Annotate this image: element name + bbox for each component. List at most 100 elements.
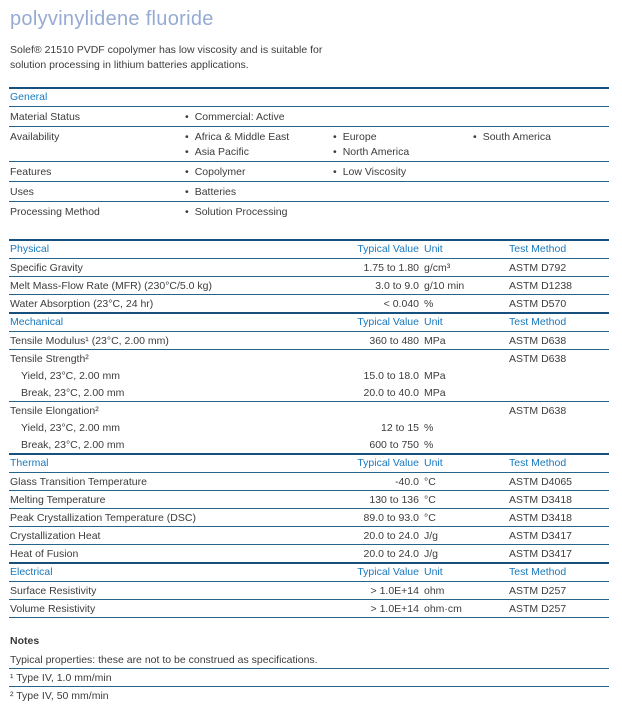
bullet-item: • Europe	[333, 129, 473, 144]
property-value: > 1.0E+14	[370, 602, 419, 615]
bullet-column	[333, 109, 473, 124]
general-row: Processing Method • Solution Processing	[9, 202, 609, 221]
bullet-column	[473, 164, 609, 179]
property-test-method: ASTM D638	[509, 404, 567, 417]
property-row: Melting Temperature 130 to 136 °C ASTM D…	[9, 491, 609, 509]
property-value: -40.0	[395, 475, 419, 488]
bullet-item: • Solution Processing	[185, 204, 333, 219]
bullet-label: Asia Pacific	[194, 145, 249, 158]
property-name: Crystallization Heat	[10, 529, 101, 542]
property-test-method: ASTM D257	[509, 602, 567, 615]
property-name: Volume Resistivity	[10, 602, 96, 615]
property-row: Tensile Elongation² ASTM D638	[9, 402, 609, 419]
property-unit: %	[424, 438, 434, 451]
property-unit: MPa	[424, 369, 446, 382]
property-name: Surface Resistivity	[10, 584, 97, 597]
bullet-column	[333, 204, 473, 219]
property-row: Glass Transition Temperature -40.0 °C AS…	[9, 473, 609, 491]
property-test-method: ASTM D1238	[509, 279, 573, 292]
general-row-label: Processing Method	[10, 206, 100, 218]
bullet-item: • Commercial: Active	[185, 109, 333, 124]
column-header-test-method: Test Method	[509, 316, 567, 328]
property-test-method: ASTM D570	[509, 297, 567, 310]
property-value: 20.0 to 24.0	[363, 529, 419, 542]
bullet-icon: •	[185, 205, 189, 218]
property-name: Break, 23°C, 2.00 mm	[21, 386, 125, 399]
property-row: Break, 23°C, 2.00 mm 600 to 750 %	[9, 436, 609, 453]
property-test-method: ASTM D257	[509, 584, 567, 597]
property-test-method: ASTM D3417	[509, 529, 573, 542]
bullet-item: • South America	[473, 129, 609, 144]
property-value: < 0.040	[383, 297, 419, 310]
property-name: Melting Temperature	[10, 493, 106, 506]
property-name: Melt Mass-Flow Rate (MFR) (230°C/5.0 kg)	[10, 279, 212, 292]
bullet-column	[473, 184, 609, 199]
bullet-item: • North America	[333, 144, 473, 159]
property-value: 12 to 15	[381, 421, 419, 434]
property-name: Break, 23°C, 2.00 mm	[21, 438, 125, 451]
note-row: ¹ Type IV, 1.0 mm/min	[9, 669, 609, 687]
property-unit: J/g	[424, 529, 439, 542]
bullet-item: • Low Viscosity	[333, 164, 473, 179]
property-name: Yield, 23°C, 2.00 mm	[21, 421, 120, 434]
product-description: Solef® 21510 PVDF copolymer has low visc…	[10, 44, 323, 71]
notes-title: Notes	[10, 635, 40, 647]
bullet-column	[473, 109, 609, 124]
property-unit: %	[424, 421, 434, 434]
property-row: Volume Resistivity > 1.0E+14 ohm·cm ASTM…	[9, 600, 609, 618]
property-test-method: ASTM D638	[509, 352, 567, 365]
bullet-icon: •	[185, 185, 189, 198]
bullet-icon: •	[185, 110, 189, 123]
column-header-unit: Unit	[424, 566, 443, 578]
property-row: Crystallization Heat 20.0 to 24.0 J/g AS…	[9, 527, 609, 545]
bullet-label: Batteries	[194, 185, 237, 198]
column-header-unit: Unit	[424, 457, 443, 469]
bullet-column: • Low Viscosity	[333, 164, 473, 179]
section-title: Physical	[10, 243, 50, 255]
property-unit: ohm·cm	[424, 602, 462, 615]
note-row: Typical properties: these are not to be …	[9, 651, 609, 669]
column-header-test-method: Test Method	[509, 243, 567, 255]
bullet-column: • Africa & Middle East • Asia Pacific	[185, 129, 333, 159]
general-row-label: Material Status	[10, 111, 81, 123]
property-value	[356, 405, 419, 417]
bullet-column: • Batteries	[185, 184, 333, 199]
bullet-label: Europe	[342, 130, 377, 143]
column-header-typical-value: Typical Value	[357, 566, 419, 578]
column-header-unit: Unit	[424, 316, 443, 328]
bullet-column: • Solution Processing	[185, 204, 333, 219]
property-name: Heat of Fusion	[10, 547, 79, 560]
bullet-label: Copolymer	[194, 165, 246, 178]
property-name: Tensile Modulus¹ (23°C, 2.00 mm)	[10, 334, 169, 347]
property-value	[356, 353, 419, 365]
general-row: Availability • Africa & Middle East • Asia …	[9, 127, 609, 162]
property-unit: g/10 min	[424, 279, 465, 292]
property-row: Yield, 23°C, 2.00 mm 12 to 15 %	[9, 419, 609, 436]
general-section-body: Material Status • Commercial: Active Avai…	[9, 107, 609, 221]
property-unit: g/cm³	[424, 261, 451, 274]
bullet-item: • Batteries	[185, 184, 333, 199]
property-test-method: ASTM D4065	[509, 475, 573, 488]
property-name: Specific Gravity	[10, 261, 83, 274]
bullet-column: • Europe • North America	[333, 129, 473, 159]
property-row: Melt Mass-Flow Rate (MFR) (230°C/5.0 kg)…	[9, 277, 609, 295]
property-test-method: ASTM D3418	[509, 493, 573, 506]
property-value: 360 to 480	[369, 334, 419, 347]
page-title: polyvinylidene fluoride	[10, 8, 214, 30]
property-value: 89.0 to 93.0	[363, 511, 419, 524]
property-value: 20.0 to 24.0	[363, 547, 419, 560]
property-section-body: Glass Transition Temperature -40.0 °C AS…	[9, 473, 609, 562]
property-value: 3.0 to 9.0	[375, 279, 419, 292]
property-unit: MPa	[424, 386, 446, 399]
property-value: 15.0 to 18.0	[363, 369, 419, 382]
property-value: 130 to 136	[369, 493, 419, 506]
general-section-title: General	[9, 89, 609, 107]
property-name: Peak Crystallization Temperature (DSC)	[10, 511, 196, 524]
column-header-test-method: Test Method	[509, 457, 567, 469]
section-title: Mechanical	[10, 316, 64, 328]
column-header-unit: Unit	[424, 243, 443, 255]
property-unit: °C	[424, 511, 436, 524]
property-value: > 1.0E+14	[370, 584, 419, 597]
column-header-typical-value: Typical Value	[357, 316, 419, 328]
